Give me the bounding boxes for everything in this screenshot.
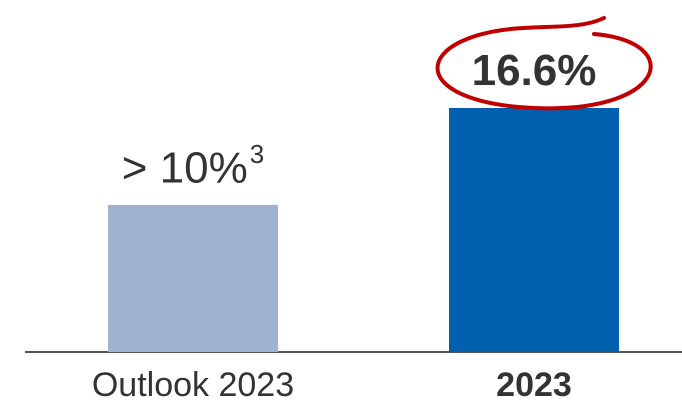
category-label-1: 2023 xyxy=(496,366,572,404)
value-label-text-0: > 10% xyxy=(121,143,248,193)
bar-0 xyxy=(108,205,278,352)
value-label-1: 16.6% xyxy=(404,46,664,96)
value-label-text-1: 16.6% xyxy=(471,46,597,95)
bar-1 xyxy=(449,108,619,352)
highlight-circle xyxy=(435,16,653,111)
category-label-0: Outlook 2023 xyxy=(91,366,295,404)
value-label-0: > 10%3 xyxy=(63,139,323,194)
footnote-superscript: 3 xyxy=(249,139,265,169)
